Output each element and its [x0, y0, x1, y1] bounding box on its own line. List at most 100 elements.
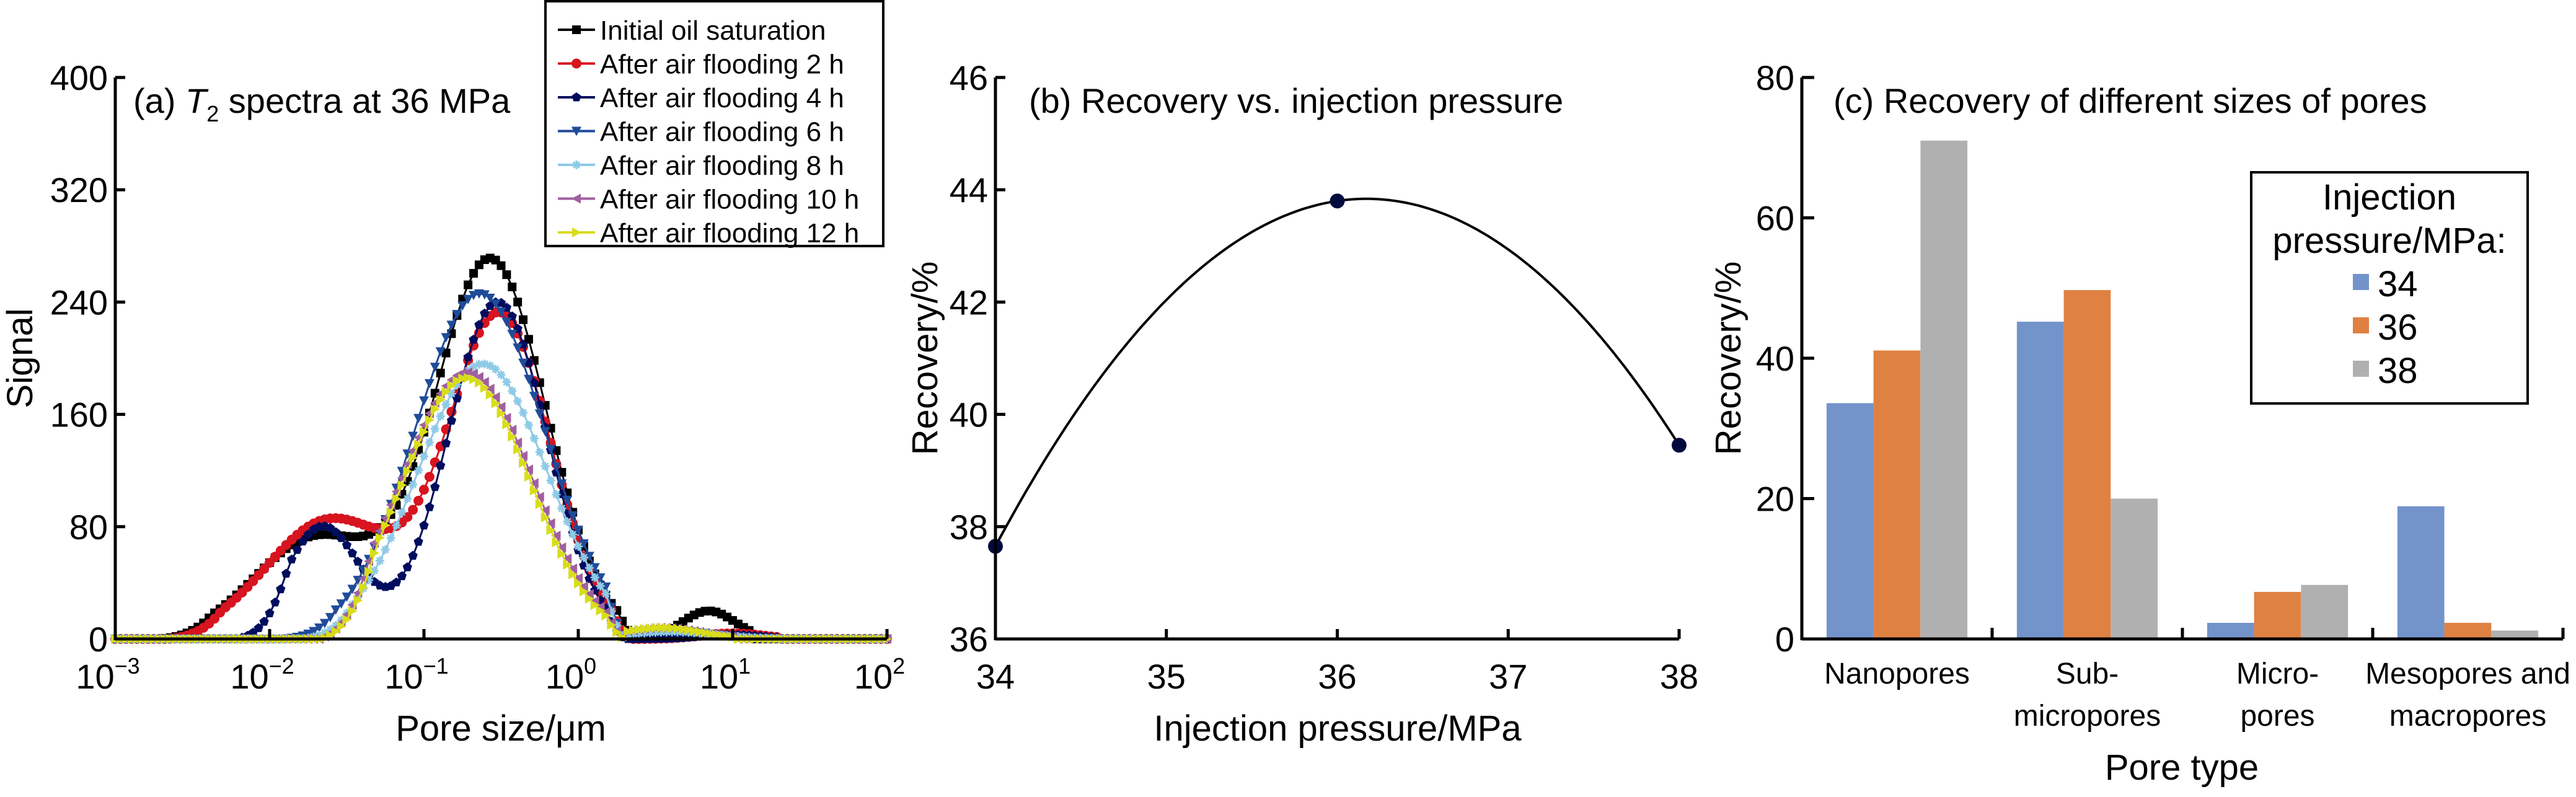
legend-label: After air flooding 8 h [600, 151, 844, 181]
data-point [276, 584, 286, 594]
data-point [501, 317, 512, 327]
y-tick-label: 0 [1775, 620, 1794, 659]
legend-item-after-air-flooding-10-h: After air flooding 10 h [558, 185, 859, 215]
data-point [496, 408, 506, 418]
data-point [578, 539, 589, 549]
data-point [540, 505, 550, 516]
data-point [545, 518, 555, 529]
data-point [369, 566, 379, 576]
data-point [347, 584, 358, 594]
data-point [508, 431, 518, 442]
data-point [331, 626, 341, 636]
category-label: Micro- [2236, 658, 2319, 690]
data-point [529, 434, 539, 443]
data-point [452, 310, 462, 320]
data-point [546, 476, 555, 485]
legend-marker-icon [571, 92, 581, 102]
panel-a-x-axis-title: Pore size/μm [395, 708, 606, 749]
panel-a-t2-spectra: 0 80 160 240 320 400 10−3 10−2 10−1 100 101 102 (a… [0, 0, 905, 749]
data-point [568, 569, 578, 579]
data-point [259, 617, 269, 626]
panel-c-x-ticks: Nanopores Sub-micropores Micro-pores Mesopo… [1824, 628, 2570, 733]
data-point [518, 451, 528, 461]
panel-c-recovery-by-pore-size: 0 20 40 60 80 Nanopores Sub-micropores Micro-p… [1708, 58, 2570, 788]
data-point [579, 586, 589, 597]
bar [2254, 592, 2301, 639]
panel-b-plot-area [988, 193, 1687, 554]
asterisk-stroke [415, 467, 423, 475]
panel-c-legend-title-line1: Injection [2322, 177, 2456, 218]
data-point [568, 530, 578, 539]
panel-b-title: (b) Recovery vs. injection pressure [1029, 81, 1563, 120]
data-point [501, 413, 511, 423]
data-point [513, 343, 523, 353]
data-point [519, 408, 528, 417]
data-point [480, 382, 490, 393]
asterisk-stroke [492, 365, 500, 373]
data-point [479, 290, 490, 300]
data-point [502, 377, 511, 387]
data-point [513, 297, 523, 307]
series-38-mpa [1920, 140, 2539, 639]
data-point [469, 291, 479, 301]
data-point [446, 320, 457, 330]
asterisk-stroke [376, 557, 384, 565]
data-point [309, 627, 319, 636]
data-point [419, 396, 429, 406]
data-point [490, 299, 501, 309]
data-point [596, 581, 605, 591]
data-point [712, 630, 721, 640]
data-point [485, 384, 495, 394]
data-point [446, 415, 457, 425]
panel-a-legend: Initial oil saturation After air flooding… [544, 0, 884, 249]
data-point [386, 507, 396, 517]
data-point [668, 623, 677, 633]
data-point [425, 502, 434, 511]
data-point [529, 485, 539, 496]
data-point [540, 427, 550, 437]
y-tick-label: 160 [50, 395, 108, 434]
data-point [430, 404, 440, 415]
x-tick-label: 37 [1489, 657, 1527, 696]
legend-item-after-air-flooding-8-h: After air flooding 8 h [558, 151, 844, 181]
bar [1920, 140, 1968, 639]
data-point [441, 387, 451, 397]
data-point [480, 308, 490, 318]
asterisk-stroke [420, 452, 428, 460]
legend-item-38: 38 [2353, 351, 2418, 391]
data-point [403, 494, 412, 503]
y-tick-label: 400 [50, 58, 108, 97]
data-point [562, 495, 573, 505]
data-point [425, 438, 434, 447]
data-point [496, 370, 506, 379]
data-point [397, 480, 407, 490]
data-point [684, 625, 694, 635]
data-point [546, 525, 556, 535]
data-point [463, 294, 474, 304]
series-line [115, 301, 887, 640]
data-point [353, 595, 363, 605]
y-tick-label: 80 [69, 508, 108, 547]
data-point [342, 614, 352, 625]
data-point [502, 419, 512, 429]
series-36-mpa [1873, 290, 2492, 640]
series-after-air-flooding-4-h [110, 297, 892, 643]
data-point [469, 374, 479, 384]
panel-a-title-subscript: 2 [206, 101, 219, 126]
data-point [491, 398, 501, 408]
data-point [435, 347, 446, 357]
data-point [562, 553, 572, 563]
data-point [452, 376, 462, 386]
data-point [425, 415, 434, 425]
data-point [381, 520, 390, 531]
panel-a-y-ticks: 0 80 160 240 320 400 [50, 58, 125, 659]
panel-a-title-suffix: spectra at 36 MPa [219, 81, 511, 120]
x-tick-label: 102 [854, 653, 905, 696]
data-point [413, 537, 423, 546]
data-point [436, 460, 446, 470]
data-point [529, 377, 539, 387]
panel-a-legend-box [544, 0, 884, 247]
data-point [424, 472, 434, 482]
legend-marker-icon [571, 126, 581, 136]
